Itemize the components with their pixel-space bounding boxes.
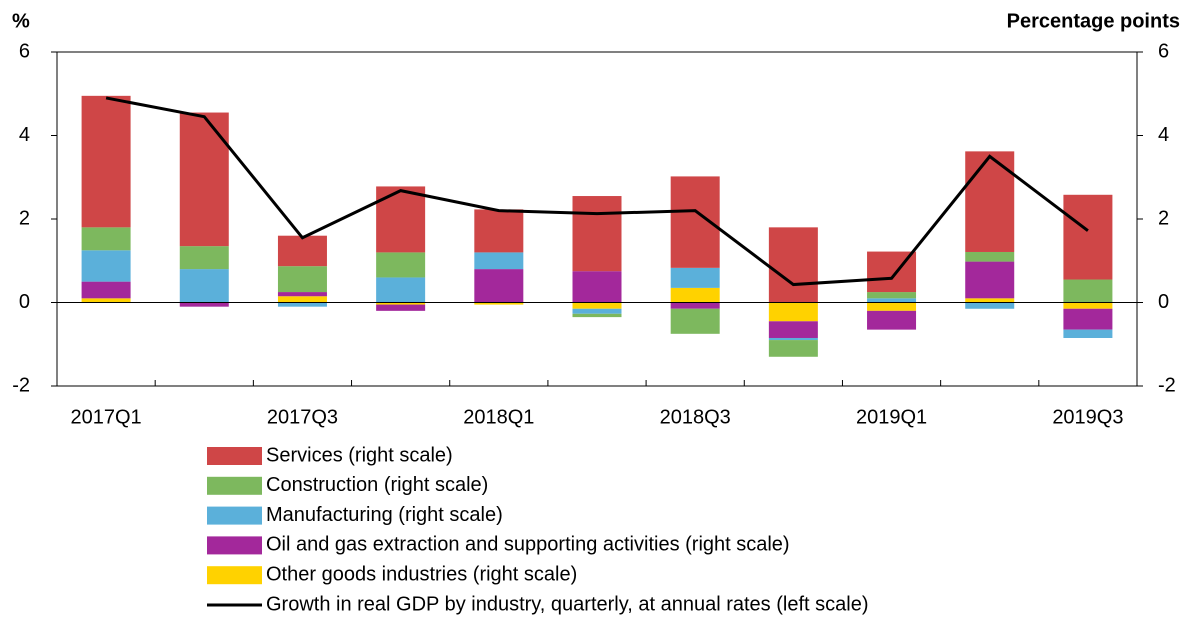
bar-segment [572,313,622,318]
y-tick-label: 2 [19,207,30,229]
x-tick-label: 2017Q1 [71,406,142,428]
bar-segment [768,321,818,338]
legend-label: Growth in real GDP by industry, quarterl… [266,593,868,615]
bar-segment [81,298,131,303]
bar-segment [768,337,818,341]
bar-segment [81,281,131,299]
bar-segment [376,277,426,303]
x-tick-label: 2017Q3 [267,406,338,428]
bar-segment [670,302,720,309]
bar-segment [376,186,426,253]
legend-label: Oil and gas extraction and supporting ac… [266,534,790,556]
bar-segment [81,250,131,282]
bar-segment [670,287,720,303]
bar-segment [572,308,622,314]
y2-tick-label: 2 [1158,207,1169,229]
x-tick-label: 2019Q3 [1052,406,1123,428]
y2-tick-label: 6 [1158,40,1169,62]
bar-segment [474,252,524,270]
bar-segment [277,302,327,307]
bar-segment [179,246,229,270]
bar-segment [768,340,818,357]
bar-segment [474,269,524,303]
legend-label: Services (right scale) [266,444,453,466]
bar-segment [867,310,917,330]
bar-segment [474,209,524,253]
bar-segment [965,302,1015,309]
bar-segment [768,227,818,303]
legend-label: Manufacturing (right scale) [266,504,503,526]
bar-segment [965,151,1015,252]
bar-segment [572,302,622,309]
y-axis-label: % [12,10,30,32]
y-tick-label: 0 [19,291,30,313]
bar-segment [376,252,426,278]
legend-label: Other goods industries (right scale) [266,563,577,585]
y-tick-label: 6 [19,40,30,62]
line-series [105,96,1089,287]
bar-segment [867,298,917,303]
bar-segment [1063,194,1113,280]
bar-segment [1063,308,1113,330]
y-tick-label: 4 [19,124,30,146]
bar-segment [376,302,426,305]
y2-tick-label: 0 [1158,291,1169,313]
bar-segment [179,269,229,303]
legend-swatch [207,536,262,555]
bar-segment [81,227,131,251]
legend-label: Construction (right scale) [266,474,488,496]
bar-segment [1063,329,1113,338]
y-tick-label: -2 [12,374,30,396]
bar-segment [768,302,818,322]
bar-segment [277,296,327,303]
y2-axis-label: Percentage points [1007,10,1180,32]
bar-segment [179,112,229,247]
bar-segment [179,302,229,307]
x-tick-label: 2018Q3 [660,406,731,428]
bar-segment [277,292,327,297]
legend-swatch [207,476,262,495]
x-tick-label: 2018Q1 [463,406,534,428]
bar-segment [867,302,917,311]
bar-segment [572,196,622,272]
bar-segment [670,267,720,288]
legend-swatch [207,566,262,585]
bar-segment [277,266,327,293]
legend-swatch [207,506,262,525]
bar-segment [965,298,1015,303]
bar-segment [965,261,1015,299]
y2-tick-label: 4 [1158,124,1169,146]
y2-tick-label: -2 [1158,374,1176,396]
bar-segment [670,308,720,334]
legend-swatch [207,447,262,465]
bar-segment [376,304,426,311]
bar-segment [277,235,327,267]
bar-segment [965,251,1015,262]
bar-segment [1063,279,1113,303]
bar-segment [474,302,524,305]
bar-segment [81,95,131,228]
bar-segment [1063,302,1113,309]
x-tick-label: 2019Q1 [856,406,927,428]
bar-segment [572,271,622,303]
bar-segment [867,292,917,299]
